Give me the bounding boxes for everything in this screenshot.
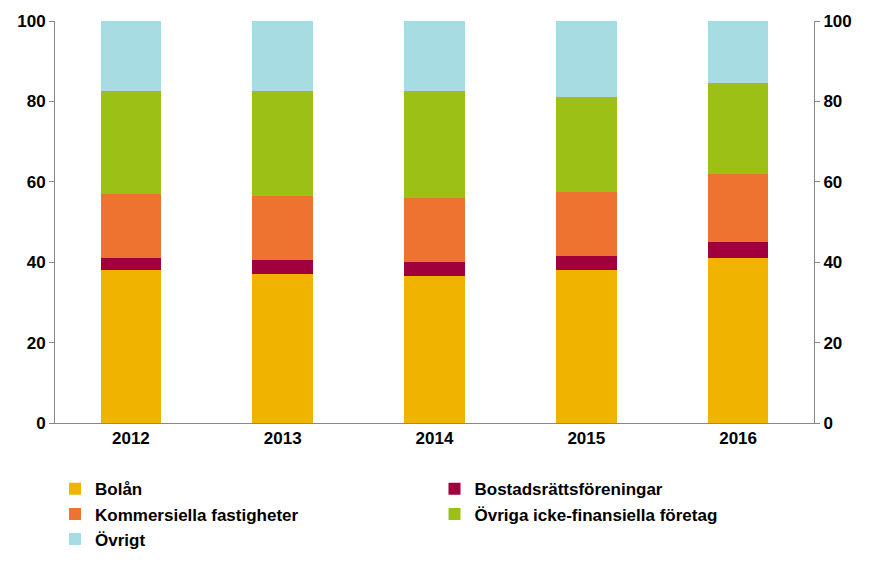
svg-text:Övriga icke-finansiella företa: Övriga icke-finansiella företag	[475, 506, 718, 525]
svg-text:20: 20	[823, 334, 842, 353]
svg-text:80: 80	[823, 92, 842, 111]
svg-text:2015: 2015	[567, 429, 605, 448]
svg-text:2016: 2016	[719, 429, 757, 448]
svg-text:60: 60	[27, 173, 46, 192]
svg-text:Bostadsrättsföreningar: Bostadsrättsföreningar	[475, 480, 663, 499]
svg-text:Övrigt: Övrigt	[95, 531, 145, 550]
svg-text:100: 100	[17, 12, 45, 31]
svg-text:2012: 2012	[112, 429, 150, 448]
svg-text:100: 100	[823, 12, 851, 31]
svg-text:80: 80	[27, 92, 46, 111]
svg-text:2013: 2013	[264, 429, 302, 448]
svg-text:Bolån: Bolån	[95, 480, 142, 499]
svg-text:0: 0	[823, 414, 832, 433]
svg-text:40: 40	[27, 253, 46, 272]
svg-text:40: 40	[823, 253, 842, 272]
svg-text:0: 0	[36, 414, 45, 433]
svg-text:Kommersiella fastigheter: Kommersiella fastigheter	[95, 506, 299, 525]
svg-text:20: 20	[27, 334, 46, 353]
svg-text:60: 60	[823, 173, 842, 192]
svg-text:2014: 2014	[416, 429, 454, 448]
